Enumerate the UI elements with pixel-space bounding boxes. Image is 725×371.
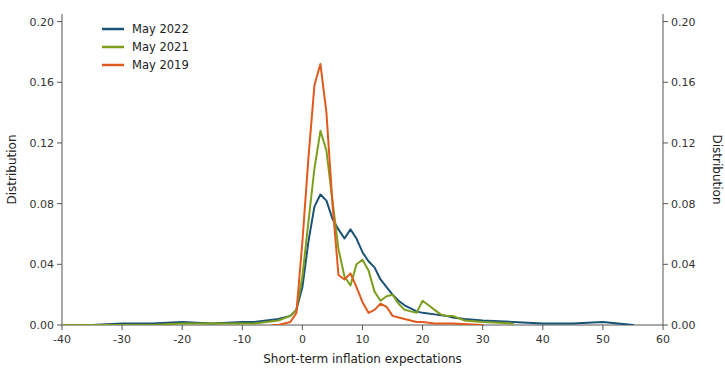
x-tick [302, 325, 303, 330]
legend-label: May 2022 [132, 22, 189, 36]
x-axis-label: Short-term inflation expectations [263, 352, 462, 366]
x-tick [663, 325, 664, 330]
x-tick-label: -40 [53, 333, 71, 346]
y2-tick-label: 0.08 [671, 198, 696, 211]
y2-tick-label: 0.12 [671, 137, 696, 150]
y2-tick-label: 0.16 [671, 76, 696, 89]
axes: -40-30-20-1001020304050600.000.040.080.1… [30, 14, 696, 346]
y-tick [57, 82, 62, 83]
y-tick-label: 0.00 [30, 319, 55, 332]
y2-tick [663, 82, 668, 83]
y-tick [57, 264, 62, 265]
x-tick-label: 20 [416, 333, 430, 346]
legend: May 2022 May 2021 May 2019 [102, 22, 189, 72]
x-tick-label: -10 [233, 333, 251, 346]
series-line [62, 131, 513, 325]
y2-tick [663, 325, 668, 326]
y-tick-label: 0.20 [30, 16, 55, 29]
x-tick-label: -20 [173, 333, 191, 346]
x-tick [422, 325, 423, 330]
y-tick-label: 0.08 [30, 198, 55, 211]
x-tick [362, 325, 363, 330]
y2-tick [663, 264, 668, 265]
series-line [62, 195, 633, 325]
series-line [272, 64, 482, 325]
y-tick-label: 0.16 [30, 76, 55, 89]
y2-tick-label: 0.00 [671, 319, 696, 332]
x-tick [482, 325, 483, 330]
legend-label: May 2019 [132, 58, 189, 72]
legend-label: May 2021 [132, 40, 189, 54]
legend-swatch [102, 28, 124, 31]
legend-swatch [102, 46, 124, 49]
y2-tick [663, 142, 668, 143]
y2-tick-label: 0.04 [671, 258, 696, 271]
x-tick-label: 60 [656, 333, 670, 346]
y-axis-line [62, 14, 63, 325]
x-tick [542, 325, 543, 330]
y2-tick [663, 21, 668, 22]
chart-svg: -40-30-20-1001020304050600.000.040.080.1… [0, 0, 725, 371]
x-tick-label: 50 [596, 333, 610, 346]
y2-axis-label: Distribution [710, 134, 724, 204]
x-tick [182, 325, 183, 330]
y-tick [57, 203, 62, 204]
y-tick-label: 0.04 [30, 258, 55, 271]
x-tick [602, 325, 603, 330]
chart-container: -40-30-20-1001020304050600.000.040.080.1… [0, 0, 725, 371]
y-tick [57, 21, 62, 22]
x-tick [62, 325, 63, 330]
legend-swatch [102, 64, 124, 67]
x-tick-label: 30 [476, 333, 490, 346]
y2-tick [663, 203, 668, 204]
x-tick-label: 0 [299, 333, 306, 346]
x-tick [122, 325, 123, 330]
x-tick-label: -30 [113, 333, 131, 346]
x-tick-label: 10 [356, 333, 370, 346]
y2-axis-line [663, 14, 664, 325]
y-tick [57, 325, 62, 326]
y-tick [57, 142, 62, 143]
series-group [62, 64, 633, 325]
y-axis-label: Distribution [5, 134, 19, 204]
x-tick-label: 40 [536, 333, 550, 346]
x-tick [242, 325, 243, 330]
y-tick-label: 0.12 [30, 137, 55, 150]
y2-tick-label: 0.20 [671, 16, 696, 29]
